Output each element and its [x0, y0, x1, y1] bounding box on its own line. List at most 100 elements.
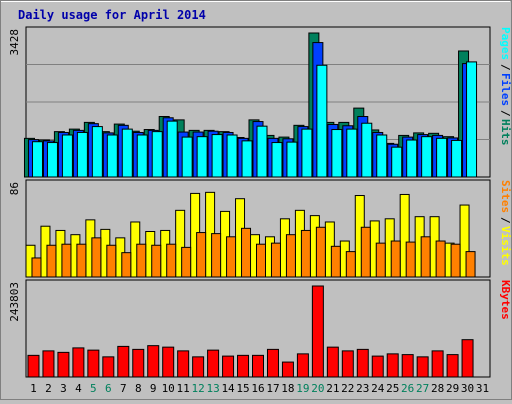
bar-pages-day-27 — [421, 136, 433, 178]
bar-pages-day-8 — [136, 134, 148, 178]
panel-kbytes-legend: KBytes — [499, 280, 512, 320]
bar-sites-day-23 — [360, 226, 371, 278]
legend-sites: Sites — [499, 180, 512, 213]
bar-kbytes-day-1 — [27, 354, 40, 378]
legend-visits: Visits — [499, 226, 512, 266]
x-tick-label: 3 — [60, 382, 67, 395]
bar-sites-day-24 — [375, 242, 386, 278]
bar-sites-day-17 — [270, 242, 281, 278]
x-tick-label: 30 — [461, 382, 474, 395]
bar-kbytes-day-24 — [371, 355, 384, 378]
bar-sites-day-28 — [435, 240, 446, 278]
bar-kbytes-day-12 — [192, 356, 205, 378]
x-tick-label: 31 — [476, 382, 489, 395]
bar-sites-day-16 — [256, 243, 266, 278]
x-tick-label: 23 — [356, 382, 369, 395]
panel-kbytes-max-label: 243803 — [8, 282, 21, 322]
bar-pages-day-16 — [256, 125, 268, 178]
bar-sites-day-21 — [330, 245, 341, 278]
bar-kbytes-day-5 — [87, 349, 100, 378]
bar-sites-day-8 — [136, 243, 147, 278]
x-tick-label: 14 — [221, 382, 235, 395]
x-tick-label: 20 — [311, 382, 324, 395]
bar-pages-day-4 — [76, 131, 88, 178]
panel-visits: 86 Visits / Sites — [8, 179, 512, 278]
x-tick-label: 6 — [105, 382, 112, 395]
bar-pages-day-14 — [226, 134, 238, 178]
bar-sites-day-10 — [166, 243, 177, 278]
bar-sites-day-14 — [226, 236, 237, 278]
bar-kbytes-day-11 — [177, 350, 190, 378]
bar-visits-day-30 — [459, 204, 470, 278]
bar-kbytes-day-15 — [237, 354, 250, 378]
bar-pages-day-23 — [361, 122, 373, 178]
bar-kbytes-day-7 — [117, 345, 130, 378]
bar-pages-day-13 — [211, 134, 223, 178]
bar-pages-day-21 — [331, 129, 343, 178]
bar-sites-day-12 — [196, 232, 207, 278]
panel-visits-legend: Visits / Sites — [499, 180, 512, 266]
x-tick-label: 25 — [386, 382, 399, 395]
bar-sites-day-18 — [285, 234, 296, 278]
bar-sites-day-5 — [91, 237, 102, 278]
bar-sites-day-25 — [390, 240, 401, 278]
x-tick-label: 1 — [30, 382, 37, 395]
panel-hits: 3428 Hits / Files / Pages — [8, 26, 512, 178]
bar-pages-day-18 — [286, 141, 298, 178]
bar-pages-day-11 — [181, 136, 193, 178]
panel-hits-max-label: 3428 — [8, 29, 21, 56]
bar-sites-day-3 — [61, 243, 72, 278]
bar-pages-day-30 — [466, 61, 478, 178]
x-tick-label: 12 — [192, 382, 205, 395]
legend-separator: / — [499, 110, 512, 117]
x-tick-label: 16 — [251, 382, 264, 395]
bar-kbytes-day-25 — [386, 353, 399, 378]
panel-hits-legend: Hits / Files / Pages — [499, 27, 512, 146]
bar-sites-day-11 — [181, 246, 192, 278]
x-tick-label: 11 — [177, 382, 190, 395]
panel-kbytes: 243803 KBytes — [8, 279, 512, 378]
bar-kbytes-day-23 — [356, 348, 369, 378]
bar-pages-day-24 — [376, 134, 388, 178]
bar-pages-day-29 — [451, 139, 463, 178]
bar-pages-day-9 — [151, 131, 163, 178]
x-tick-label: 5 — [90, 382, 97, 395]
bar-pages-day-6 — [106, 134, 118, 178]
bar-sites-day-27 — [420, 236, 431, 278]
bar-sites-day-13 — [211, 233, 222, 278]
legend-hits: Hits — [499, 119, 512, 146]
bar-sites-day-2 — [46, 244, 57, 278]
bar-kbytes-day-6 — [102, 356, 115, 378]
bar-sites-day-22 — [345, 251, 356, 278]
chart-title: Daily usage for April 2014 — [18, 8, 206, 22]
x-tick-label: 28 — [431, 382, 444, 395]
bar-pages-day-20 — [316, 64, 328, 178]
bar-pages-day-22 — [346, 128, 358, 178]
bar-kbytes-day-14 — [222, 355, 235, 378]
bar-pages-day-5 — [91, 126, 103, 178]
bar-sites-day-26 — [405, 241, 416, 278]
bar-sites-day-20 — [315, 226, 326, 278]
bar-pages-day-19 — [301, 128, 313, 178]
bar-sites-day-29 — [450, 243, 461, 278]
bar-pages-day-12 — [196, 136, 208, 178]
bar-visits-day-26 — [399, 193, 410, 278]
legend-separator: / — [499, 217, 512, 224]
bar-kbytes-day-2 — [42, 350, 55, 378]
bar-kbytes-day-3 — [57, 351, 70, 378]
bar-kbytes-day-22 — [341, 350, 354, 378]
bar-kbytes-day-17 — [266, 348, 279, 378]
bar-kbytes-day-30 — [461, 339, 474, 378]
x-tick-label: 17 — [266, 382, 279, 395]
bar-sites-day-7 — [121, 252, 132, 278]
x-tick-label: 27 — [416, 382, 429, 395]
bar-kbytes-day-26 — [401, 354, 414, 378]
legend-files: Files — [499, 73, 512, 106]
bar-kbytes-day-20 — [311, 285, 324, 378]
bar-kbytes-day-8 — [132, 348, 145, 378]
x-tick-label: 26 — [401, 382, 414, 395]
bar-pages-day-26 — [406, 139, 418, 178]
bar-pages-day-2 — [46, 142, 58, 178]
x-tick-label: 10 — [162, 382, 175, 395]
